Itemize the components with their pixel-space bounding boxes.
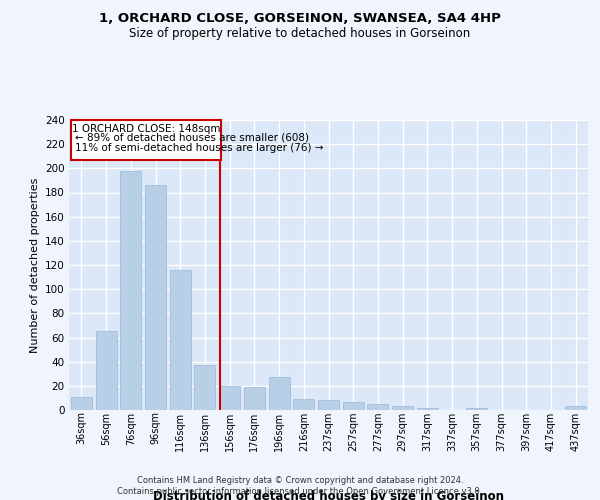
Bar [120,171,141,410]
Bar [392,406,413,410]
X-axis label: Distribution of detached houses by size in Gorseinon: Distribution of detached houses by size … [153,490,504,500]
Bar [145,185,166,410]
Text: Contains HM Land Registry data © Crown copyright and database right 2024.: Contains HM Land Registry data © Crown c… [137,476,463,485]
Bar [194,366,215,410]
Bar [71,396,92,410]
Bar [95,332,116,410]
Bar [466,408,487,410]
Bar [269,378,290,410]
Bar [71,120,221,160]
Y-axis label: Number of detached properties: Number of detached properties [29,178,40,352]
Text: 1, ORCHARD CLOSE, GORSEINON, SWANSEA, SA4 4HP: 1, ORCHARD CLOSE, GORSEINON, SWANSEA, SA… [99,12,501,26]
Bar [367,404,388,410]
Bar [565,406,586,410]
Bar [318,400,339,410]
Text: ← 89% of detached houses are smaller (608): ← 89% of detached houses are smaller (60… [75,132,309,142]
Text: 1 ORCHARD CLOSE: 148sqm: 1 ORCHARD CLOSE: 148sqm [72,124,220,134]
Bar [417,408,438,410]
Text: Contains public sector information licensed under the Open Government Licence v3: Contains public sector information licen… [118,488,482,496]
Text: Size of property relative to detached houses in Gorseinon: Size of property relative to detached ho… [130,28,470,40]
Text: 11% of semi-detached houses are larger (76) →: 11% of semi-detached houses are larger (… [75,143,323,153]
Bar [343,402,364,410]
Bar [244,387,265,410]
Bar [170,270,191,410]
Bar [293,399,314,410]
Bar [219,386,240,410]
